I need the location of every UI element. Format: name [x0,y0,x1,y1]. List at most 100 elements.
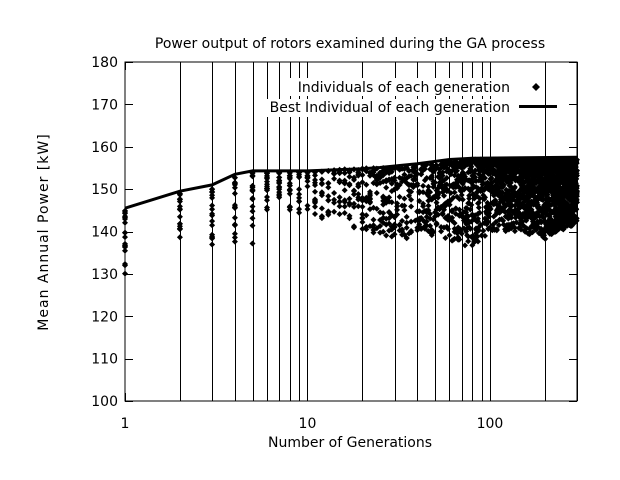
individual-point [249,195,256,202]
individual-point [438,228,445,235]
individual-point [472,167,479,174]
y-tick-label: 170 [91,97,118,113]
individual-point [380,210,387,217]
individual-point [312,199,318,206]
individual-point [391,174,398,181]
individual-point [508,202,515,209]
individual-point [176,220,183,227]
individual-point [286,174,293,181]
individual-point [468,201,475,208]
individual-point [421,166,428,172]
individual-point [449,214,456,221]
individual-point [264,185,270,192]
individual-point [312,196,318,203]
individual-point [439,169,446,176]
individual-point [451,220,458,227]
individual-point [249,208,256,215]
individual-point [296,191,303,198]
individual-point [480,227,487,234]
individual-point [209,194,216,201]
individual-point [296,209,303,216]
individual-point [386,194,393,201]
individual-point [341,170,348,177]
individual-point [391,224,398,231]
individual-point [511,228,518,235]
individual-point [443,186,450,193]
individual-point [312,182,318,189]
individual-point [367,195,373,202]
individual-point [363,181,370,188]
individual-point [427,210,434,217]
individual-point [408,196,415,203]
individual-point [396,193,403,200]
individual-point [383,232,390,239]
individual-point [325,184,332,191]
individual-point [401,195,408,202]
individual-point [176,213,183,220]
individual-point [401,171,408,178]
individual-point [420,203,427,210]
individual-point [475,215,481,222]
individual-point [495,222,502,229]
individual-point [249,173,256,180]
individual-point [408,188,415,195]
individual-point [573,206,580,213]
individual-point [493,226,500,233]
individual-point [359,215,366,222]
individual-point [383,184,390,191]
individual-point [380,228,387,235]
individual-point [416,188,423,195]
individual-point [432,179,438,186]
individual-point [351,188,357,195]
individual-point [508,214,515,221]
individual-point [318,180,325,187]
individual-point [433,221,440,228]
individual-point [249,222,256,229]
individual-point [286,190,293,197]
individual-point [462,242,468,249]
individual-point [396,222,403,229]
individual-point [472,174,479,181]
individual-point [458,192,465,198]
individual-point [373,205,380,212]
individual-point [430,184,437,190]
individual-point [209,222,216,229]
individual-point [231,230,238,237]
individual-point [359,179,366,186]
individual-point [312,211,318,217]
individual-point [435,194,442,201]
y-tick-label: 110 [91,352,118,368]
individual-point [456,206,463,213]
individual-point [249,215,256,222]
individual-point [373,190,380,196]
individual-point [231,205,238,211]
individual-point [276,194,283,201]
individual-point [423,175,430,181]
y-tick-label: 130 [91,267,118,283]
individual-point [249,203,256,210]
individual-point [264,194,270,200]
individual-point [341,187,348,194]
individual-point [336,203,343,210]
plot-frame [124,61,578,402]
individual-point [377,223,384,229]
individual-point [403,219,410,226]
individual-point [399,217,406,224]
individual-point [508,184,515,191]
individual-point [401,202,408,209]
individual-point [351,200,357,207]
individual-point [445,226,452,232]
individual-point [359,172,366,178]
individual-point [359,203,366,210]
individual-point [351,203,357,210]
individual-point [425,183,432,190]
individual-point [318,213,325,220]
individual-point [318,176,325,183]
individual-point [336,194,343,201]
individual-point [443,174,450,181]
individual-point [231,222,238,229]
individual-point [435,211,442,218]
individual-point [476,209,483,216]
individual-point [447,190,454,196]
individual-point [456,236,463,243]
